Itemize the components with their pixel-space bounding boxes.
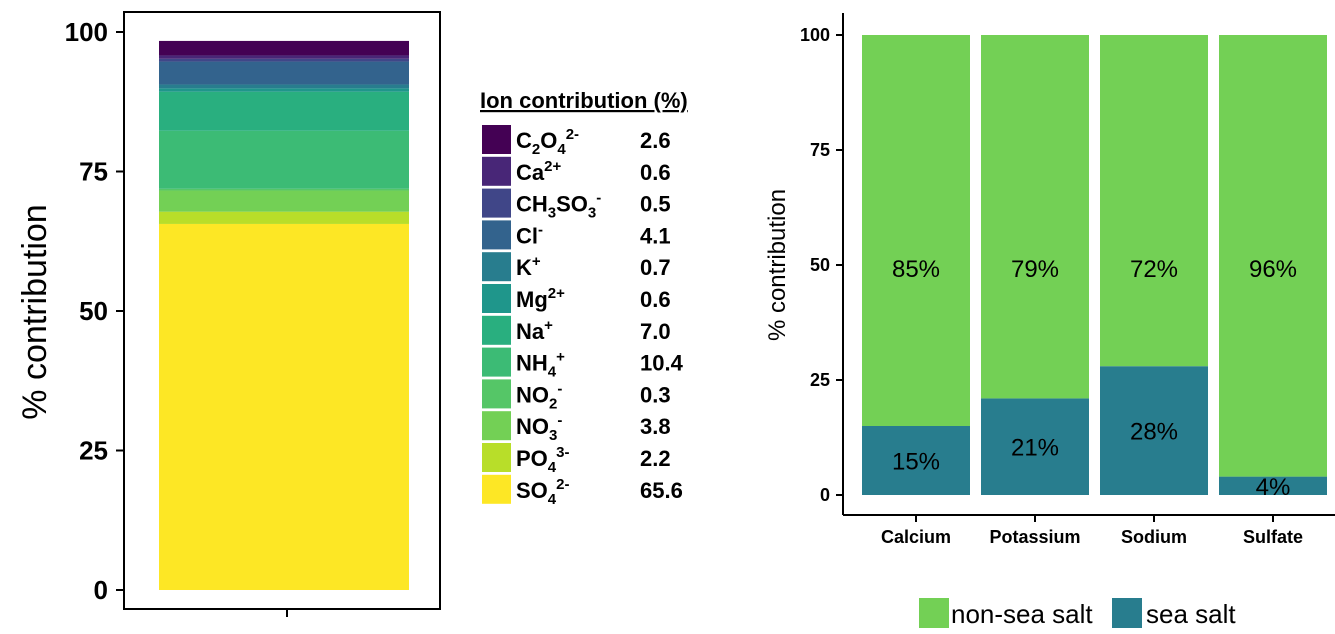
ion-segment <box>159 88 409 92</box>
non-sea-salt-label: 85% <box>892 256 940 283</box>
legend-swatch <box>482 284 511 313</box>
ion-formula: Na+ <box>516 317 553 344</box>
ion-value: 0.7 <box>640 255 671 280</box>
ion-legend-title: Ion contribution (%) <box>480 88 688 113</box>
legend-label: non-sea salt <box>951 599 1093 629</box>
ion-value: 0.3 <box>640 382 671 407</box>
ion-value: 0.6 <box>640 160 671 185</box>
ion-formula: PO43- <box>516 444 569 476</box>
ion-segment <box>159 40 409 56</box>
salt-bars: 15% 85% 21% 79% 28% 72% 4% 96% <box>862 35 1327 501</box>
ion-value: 2.2 <box>640 446 671 471</box>
ion-segment <box>159 190 409 212</box>
non-sea-salt-bar <box>1219 35 1327 477</box>
y-tick-label: 50 <box>79 296 108 326</box>
y-tick-label: 0 <box>820 485 830 505</box>
ion-formula: Cl- <box>516 221 543 248</box>
y-tick-label: 75 <box>810 140 830 160</box>
ion-formula: SO42- <box>516 476 569 508</box>
ion-formula: C2O42- <box>516 126 579 158</box>
legend-swatch <box>482 474 511 504</box>
ion-segment <box>159 55 409 59</box>
x-tick-label: Sulfate <box>1243 527 1303 547</box>
left-y-axis: 0 25 50 75 100 <box>65 17 124 605</box>
ion-segment <box>159 130 409 189</box>
sea-salt-bar <box>862 426 970 495</box>
ion-formula: NO2- <box>516 380 562 412</box>
legend-swatch <box>482 220 511 250</box>
ion-value: 2.6 <box>640 128 671 153</box>
legend-swatch <box>482 125 511 154</box>
x-tick-label: Potassium <box>989 527 1080 547</box>
ion-value: 3.8 <box>640 414 671 439</box>
ion-formula: NH4+ <box>516 349 565 381</box>
right-y-axis: 0 25 50 75 100 <box>800 25 843 505</box>
salt-legend: non-sea salt sea salt <box>919 598 1236 629</box>
ion-segment <box>159 91 409 131</box>
ion-formula: Ca2+ <box>516 158 561 185</box>
legend-swatch <box>482 379 511 409</box>
legend-swatch <box>482 411 511 441</box>
ion-value: 0.6 <box>640 287 671 312</box>
ion-segment <box>159 58 409 62</box>
ion-segment <box>159 61 409 85</box>
sea-salt-bar <box>1100 366 1208 495</box>
x-tick-label: Calcium <box>881 527 951 547</box>
y-tick-label: 100 <box>65 17 108 47</box>
ion-segment <box>159 211 409 224</box>
legend-swatch <box>1112 598 1142 628</box>
ion-formula: NO3- <box>516 412 562 444</box>
legend-label: sea salt <box>1146 599 1236 629</box>
sea-salt-label: 15% <box>892 449 940 476</box>
y-tick-label: 50 <box>810 255 830 275</box>
sea-salt-label: 4% <box>1256 474 1291 501</box>
stacked-bar <box>159 40 409 590</box>
ion-segment <box>159 84 409 89</box>
legend-swatch <box>482 315 511 345</box>
non-sea-salt-bar <box>981 35 1089 399</box>
ion-formula: K+ <box>516 253 541 280</box>
right-y-axis-title: % contribution <box>764 189 791 341</box>
ion-segment <box>159 223 409 590</box>
legend-swatch <box>482 443 511 472</box>
legend-swatch <box>482 347 511 377</box>
x-tick-label: Sodium <box>1121 527 1187 547</box>
ion-value: 10.4 <box>640 351 684 376</box>
ion-value: 4.1 <box>640 223 671 248</box>
legend-swatch <box>482 252 511 282</box>
y-tick-label: 25 <box>79 436 108 466</box>
y-tick-label: 0 <box>94 575 108 605</box>
non-sea-salt-label: 72% <box>1130 256 1178 283</box>
ion-formula: Mg2+ <box>516 285 565 312</box>
sea-salt-bar <box>1219 476 1327 495</box>
salt-source-panel: 15% 85% 21% 79% 28% 72% 4% 96% 0 25 50 75 100 Calci… <box>764 13 1335 629</box>
non-sea-salt-label: 79% <box>1011 256 1059 283</box>
right-x-axis: Calcium Potassium Sodium Sulfate <box>881 515 1303 547</box>
ion-value: 65.6 <box>640 478 683 503</box>
sea-salt-label: 21% <box>1011 435 1059 462</box>
y-tick-label: 75 <box>79 157 108 187</box>
sea-salt-bar <box>981 398 1089 495</box>
non-sea-salt-label: 96% <box>1249 256 1297 283</box>
ion-value: 0.5 <box>640 192 671 217</box>
ion-legend: C2O42- 2.6 Ca2+ 0.6 CH3SO3- 0.5 Cl- 4.1 K+ 0.7 Mg2… <box>482 125 684 508</box>
ion-contribution-panel: 0 25 50 75 100 % contribution Ion contributi… <box>16 11 688 617</box>
non-sea-salt-bar <box>1100 35 1208 367</box>
ion-value: 7.0 <box>640 319 671 344</box>
legend-swatch <box>919 598 949 628</box>
non-sea-salt-bar <box>862 35 970 426</box>
left-y-axis-title: % contribution <box>16 204 54 419</box>
ion-formula: CH3SO3- <box>516 190 601 222</box>
y-tick-label: 100 <box>800 25 830 45</box>
legend-swatch <box>482 188 511 218</box>
ion-segment <box>159 188 409 191</box>
legend-swatch <box>482 156 511 186</box>
sea-salt-label: 28% <box>1130 419 1178 446</box>
y-tick-label: 25 <box>810 370 830 390</box>
